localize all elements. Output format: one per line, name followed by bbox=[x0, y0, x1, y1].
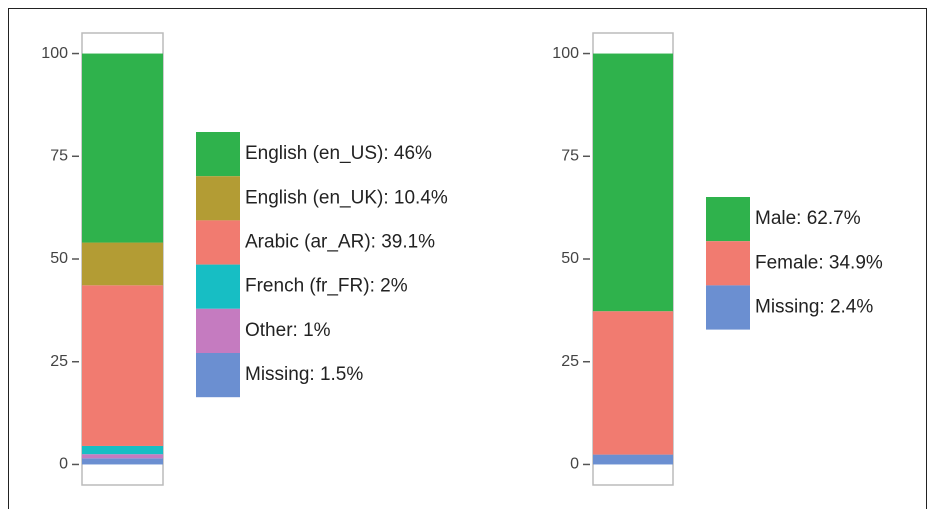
legend-label: English (en_US): 46% bbox=[245, 143, 432, 164]
y-tick-label: 75 bbox=[561, 147, 579, 164]
bar-segment bbox=[82, 242, 163, 286]
legend-label: Missing: 1.5% bbox=[245, 364, 363, 385]
y-tick-label: 25 bbox=[50, 353, 68, 370]
y-tick-label: 100 bbox=[41, 45, 68, 62]
bar-segment bbox=[82, 458, 163, 465]
bar-segment bbox=[593, 53, 673, 312]
legend-label: Male: 62.7% bbox=[755, 208, 861, 229]
legend-label: English (en_UK): 10.4% bbox=[245, 187, 448, 208]
y-tick-label: 50 bbox=[561, 250, 579, 267]
bar-segment bbox=[593, 311, 673, 455]
legend-label: Arabic (ar_AR): 39.1% bbox=[245, 232, 435, 253]
legend-swatch bbox=[706, 241, 750, 286]
legend-label: Other: 1% bbox=[245, 320, 331, 341]
legend-label: French (fr_FR): 2% bbox=[245, 276, 408, 297]
legend-swatch bbox=[196, 308, 240, 353]
bar-segment bbox=[82, 53, 163, 243]
bar-segment bbox=[82, 454, 163, 459]
y-tick-label: 100 bbox=[552, 45, 579, 62]
frame bbox=[8, 8, 927, 509]
legend-swatch bbox=[706, 197, 750, 242]
legend-swatch bbox=[196, 176, 240, 221]
bar-segment bbox=[593, 454, 673, 465]
y-tick-label: 75 bbox=[50, 147, 68, 164]
legend-swatch bbox=[196, 132, 240, 177]
legend-swatch bbox=[706, 285, 750, 330]
y-tick-label: 25 bbox=[561, 353, 579, 370]
y-tick-label: 0 bbox=[570, 456, 579, 473]
y-tick-label: 50 bbox=[50, 250, 68, 267]
legend-swatch bbox=[196, 220, 240, 265]
legend-swatch bbox=[196, 353, 240, 398]
legend-swatch bbox=[196, 264, 240, 309]
bar-segment bbox=[82, 445, 163, 455]
bar-segment bbox=[82, 285, 163, 446]
y-tick-label: 0 bbox=[59, 456, 68, 473]
legend-label: Female: 34.9% bbox=[755, 252, 883, 273]
legend-label: Missing: 2.4% bbox=[755, 297, 873, 318]
